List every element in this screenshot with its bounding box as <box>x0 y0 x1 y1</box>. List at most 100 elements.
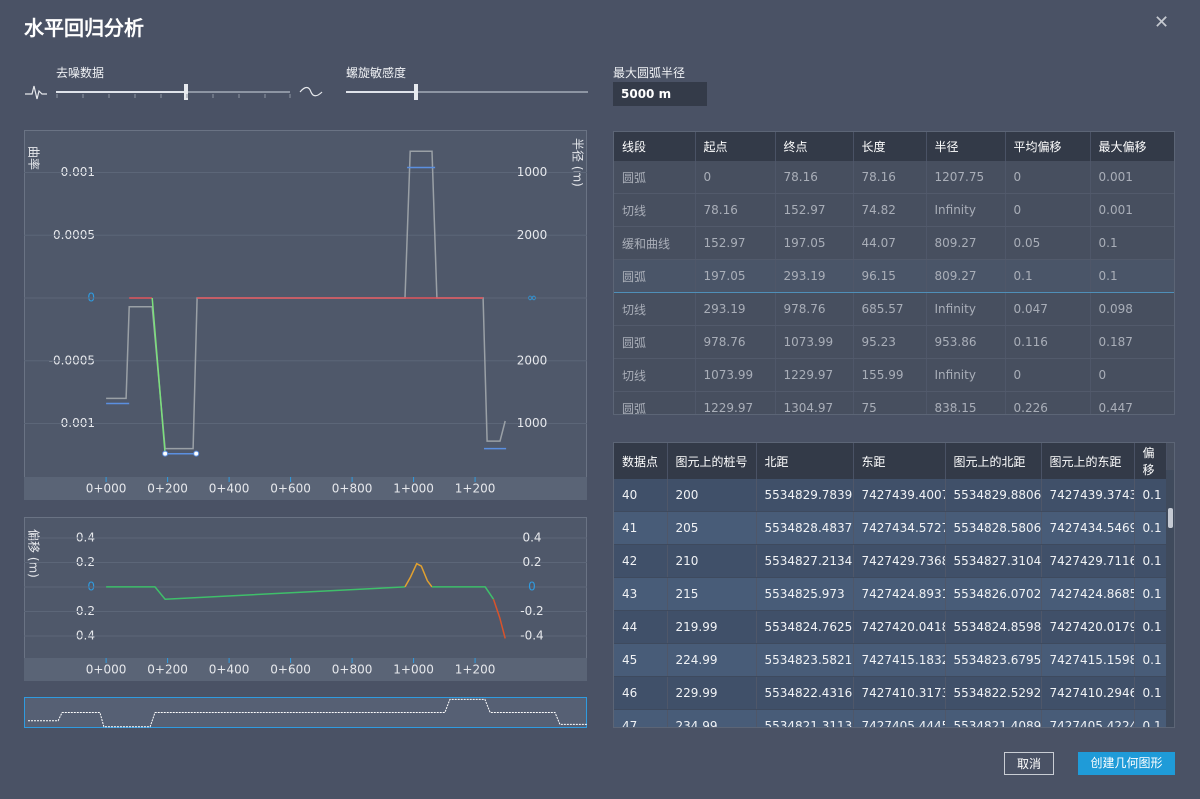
table-row[interactable]: 42 210 5534827.2134 7427429.7368 5534827.310… <box>614 544 1167 578</box>
noise-icon <box>25 85 47 100</box>
table-cell: 96.15 <box>853 259 927 293</box>
table-cell: 圆弧 <box>614 161 696 194</box>
max-radius-input[interactable]: 5000 m <box>613 82 707 106</box>
table-cell: 224.99 <box>667 643 757 677</box>
table-cell: 40 <box>614 479 668 512</box>
y2-tick-label: 0 <box>528 579 536 593</box>
table-cell: 838.15 <box>926 391 1006 414</box>
y-tick-label: -0.4 <box>72 628 95 642</box>
table-cell: 205 <box>667 511 757 545</box>
x-tick-label: 0+600 <box>270 482 311 496</box>
segments-table-box: 线段 起点 终点 长度 半径 平均偏移 最大偏移 圆弧 0 78.16 78.16 1207.75 0 0… <box>613 131 1175 415</box>
table-row[interactable]: 切线 1073.99 1229.97 155.99 Infinity 0 0 <box>614 358 1174 392</box>
points-table: 数据点 图元上的桩号 北距 东距 图元上的北距 图元上的东距 偏移 40 200 5534829.… <box>614 443 1167 727</box>
table-cell: 42 <box>614 544 668 578</box>
y2-tick-label: 0.4 <box>522 530 541 544</box>
x-tick-label: 0+000 <box>86 663 127 677</box>
table-row[interactable]: 切线 293.19 978.76 685.57 Infinity 0.047 0.098 <box>614 292 1174 326</box>
table-cell: 0.1 <box>1134 676 1167 710</box>
table-row[interactable]: 41 205 5534828.4837 7427434.5727 5534828.580… <box>614 511 1167 545</box>
table-cell: 5534822.5292 <box>945 676 1042 710</box>
table-cell: 0.447 <box>1090 391 1174 414</box>
table-cell: 75 <box>853 391 927 414</box>
curvature-chart: 曲率 半径 (m) 0.0010.00050-0.0005-0.00110002… <box>24 138 587 500</box>
close-button[interactable]: ✕ <box>1154 12 1170 33</box>
data-line <box>106 166 507 450</box>
table-row[interactable]: 圆弧 1229.97 1304.97 75 838.15 0.226 0.447 <box>614 391 1174 414</box>
table-cell: 0.1 <box>1090 259 1174 293</box>
table-cell: 0 <box>1005 161 1091 194</box>
table-cell: 685.57 <box>853 292 927 326</box>
overview-strip[interactable] <box>24 697 587 728</box>
table-cell: 5534829.8806 <box>945 479 1042 512</box>
y-axis-label: 偏移 (m) <box>27 529 42 578</box>
table-cell: 200 <box>667 479 757 512</box>
table-cell: 7427434.5727 <box>853 511 946 545</box>
column-header: 图元上的北距 <box>945 443 1042 479</box>
slider-ticks <box>56 94 291 98</box>
header-row: 数据点 图元上的桩号 北距 东距 图元上的北距 图元上的东距 偏移 <box>614 443 1167 479</box>
slider-handle[interactable] <box>184 84 188 100</box>
table-row[interactable]: 切线 78.16 152.97 74.82 Infinity 0 0.001 <box>614 193 1174 227</box>
table-row[interactable]: 44 219.99 5534824.7625 7427420.0418 5534824.… <box>614 610 1167 644</box>
table-cell: 5534826.0702 <box>945 577 1042 611</box>
table-cell: 293.19 <box>775 259 854 293</box>
slider-track[interactable] <box>346 91 588 93</box>
table-cell: 44 <box>614 610 668 644</box>
table-cell: 219.99 <box>667 610 757 644</box>
table-cell: 0.047 <box>1005 292 1091 326</box>
table-cell: 0 <box>1005 358 1091 392</box>
table-cell: 0.187 <box>1090 325 1174 359</box>
column-header: 图元上的东距 <box>1041 443 1135 479</box>
max-radius-label: 最大圆弧半径 <box>613 66 686 80</box>
table-cell: 5534824.7625 <box>756 610 854 644</box>
scrollbar[interactable] <box>1166 470 1174 727</box>
y-axis-label: 曲率 <box>27 146 42 170</box>
table-row[interactable]: 圆弧 0 78.16 78.16 1207.75 0 0.001 <box>614 161 1174 194</box>
table-cell: Infinity <box>926 358 1006 392</box>
y2-axis-label: 半径 (m) <box>571 138 585 187</box>
table-cell: 7427410.3173 <box>853 676 946 710</box>
data-point <box>162 450 169 457</box>
y-tick-label: 0.2 <box>76 555 95 569</box>
table-cell: 7427420.0179 <box>1041 610 1135 644</box>
table-cell: 0 <box>1005 193 1091 227</box>
table-row[interactable]: 圆弧 978.76 1073.99 95.23 953.86 0.116 0.187 <box>614 325 1174 359</box>
table-row[interactable]: 46 229.99 5534822.4316 7427410.3173 5534822.… <box>614 676 1167 710</box>
table-cell: 0.1 <box>1134 709 1167 727</box>
table-cell: 7427439.4007 <box>853 479 946 512</box>
column-header: 北距 <box>756 443 854 479</box>
create-button[interactable]: 创建几何图形 <box>1078 752 1175 775</box>
denoise-label: 去噪数据 <box>56 66 105 80</box>
table-row[interactable]: 缓和曲线 152.97 197.05 44.07 809.27 0.05 0.1 <box>614 226 1174 260</box>
dialog-title: 水平回归分析 <box>24 16 144 40</box>
scroll-thumb[interactable] <box>1168 508 1173 528</box>
axis-band <box>24 477 587 500</box>
table-cell: 978.76 <box>775 292 854 326</box>
column-header: 长度 <box>853 132 927 161</box>
table-cell: 1304.97 <box>775 391 854 414</box>
x-tick-label: 0+400 <box>209 663 250 677</box>
slider-fill <box>346 91 416 93</box>
table-cell: 197.05 <box>775 226 854 260</box>
table-cell: 152.97 <box>775 193 854 227</box>
y2-tick-label: 2000 <box>517 228 548 242</box>
y2-tick-label: -0.4 <box>520 628 543 642</box>
table-cell: 78.16 <box>853 161 927 194</box>
data-line <box>404 562 433 588</box>
cancel-button[interactable]: 取消 <box>1004 752 1054 775</box>
table-row[interactable]: 45 224.99 5534823.5821 7427415.1832 5534823.… <box>614 643 1167 677</box>
table-row[interactable]: 47 234.99 5534821.3113 7427405.4445 5534821.… <box>614 709 1167 727</box>
table-row[interactable]: 43 215 5534825.973 7427424.8931 5534826.0702… <box>614 577 1167 611</box>
table-cell: 234.99 <box>667 709 757 727</box>
slider-handle[interactable] <box>414 84 418 100</box>
offset-chart: 偏移 (m) 0.40.20-0.2-0.40.40.20-0.2-0.40+0… <box>24 529 587 681</box>
table-cell: 0.1 <box>1134 479 1167 512</box>
table-cell: 95.23 <box>853 325 927 359</box>
table-cell: 78.16 <box>695 193 776 227</box>
table-row[interactable]: 圆弧 197.05 293.19 96.15 809.27 0.1 0.1 <box>614 259 1174 293</box>
y2-tick-label: 1000 <box>517 165 548 179</box>
y2-tick-label: 0.2 <box>522 555 541 569</box>
table-cell: 切线 <box>614 193 696 227</box>
table-row[interactable]: 40 200 5534829.7839 7427439.4007 5534829.880… <box>614 479 1167 512</box>
